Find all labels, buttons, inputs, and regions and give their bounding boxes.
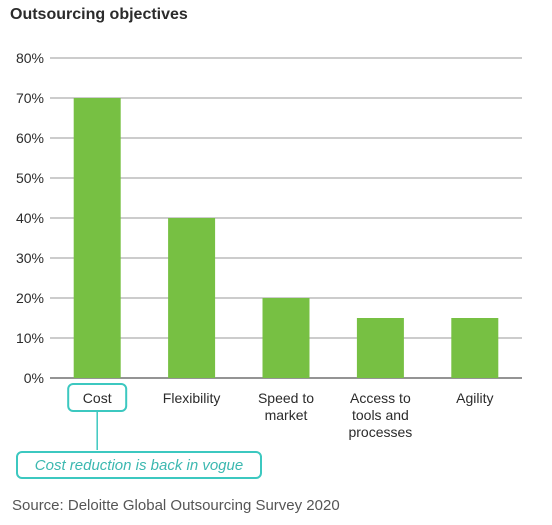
y-tick-label: 60%: [16, 130, 44, 146]
chart-title: Outsourcing objectives: [10, 6, 188, 23]
bar-2: [262, 298, 310, 378]
bar-3: [356, 318, 404, 378]
source-note: Source: Deloitte Global Outsourcing Surv…: [12, 497, 340, 514]
y-tick-label: 40%: [16, 210, 44, 226]
x-tick-label: Cost: [83, 390, 112, 406]
bar-4: [451, 318, 499, 378]
x-tick-label: Speed to market: [258, 390, 314, 423]
x-tick-label: Flexibility: [163, 390, 221, 406]
y-tick-label: 10%: [16, 330, 44, 346]
y-tick-label: 70%: [16, 90, 44, 106]
y-tick-label: 20%: [16, 290, 44, 306]
annotation-callout: Cost reduction is back in vogue: [16, 451, 262, 479]
x-tick-label: Agility: [456, 390, 493, 406]
y-tick-label: 30%: [16, 250, 44, 266]
y-tick-label: 0%: [24, 370, 44, 386]
y-tick-label: 50%: [16, 170, 44, 186]
x-tick-label: Access to tools and processes: [348, 390, 412, 440]
bar-1: [168, 218, 216, 378]
bar-0: [73, 98, 121, 378]
y-tick-label: 80%: [16, 50, 44, 66]
bar-chart: 0% 10% 20% 30% 40% 50% 60% 70% 80% Cost Flexibilit…: [16, 50, 522, 450]
